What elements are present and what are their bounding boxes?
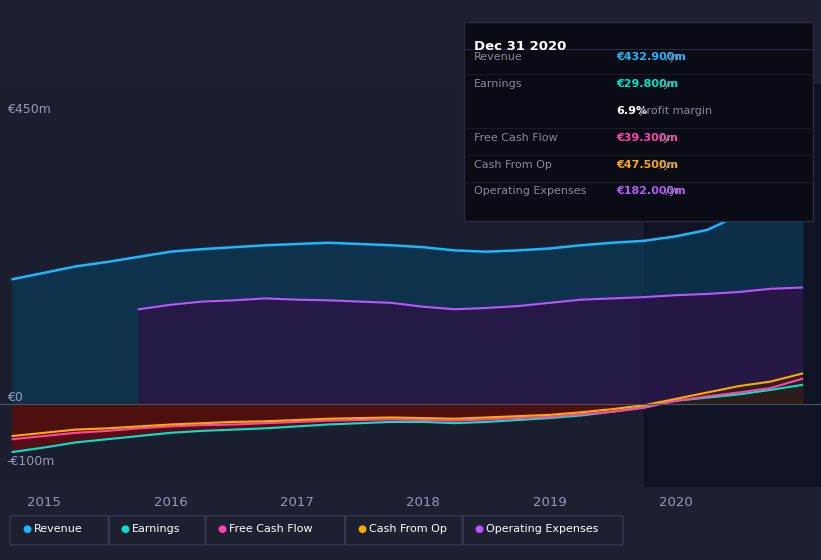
Text: Operating Expenses: Operating Expenses [486, 524, 599, 534]
Text: Operating Expenses: Operating Expenses [474, 186, 586, 197]
Text: €39.300m: €39.300m [616, 133, 677, 143]
Text: ●: ● [475, 524, 484, 534]
Text: Cash From Op: Cash From Op [474, 160, 552, 170]
Text: /yr: /yr [662, 186, 680, 197]
Text: Free Cash Flow: Free Cash Flow [474, 133, 557, 143]
Text: /yr: /yr [662, 52, 680, 62]
Text: ●: ● [357, 524, 366, 534]
Text: Free Cash Flow: Free Cash Flow [229, 524, 313, 534]
Text: -€100m: -€100m [7, 455, 55, 468]
Text: Revenue: Revenue [474, 52, 522, 62]
Text: ●: ● [121, 524, 130, 534]
Text: profit margin: profit margin [636, 106, 713, 116]
Text: /yr: /yr [657, 79, 675, 89]
Text: €432.900m: €432.900m [616, 52, 686, 62]
Text: /yr: /yr [657, 160, 675, 170]
Text: Revenue: Revenue [34, 524, 82, 534]
Text: Earnings: Earnings [132, 524, 181, 534]
Text: 6.9%: 6.9% [616, 106, 647, 116]
Text: €29.800m: €29.800m [616, 79, 678, 89]
Text: /yr: /yr [657, 133, 675, 143]
Text: €0: €0 [7, 391, 22, 404]
Bar [644, 84, 821, 487]
Text: ●: ● [22, 524, 31, 534]
Text: €47.500m: €47.500m [616, 160, 678, 170]
Text: ●: ● [218, 524, 227, 534]
Text: Cash From Op: Cash From Op [369, 524, 447, 534]
Text: €182.000m: €182.000m [616, 186, 686, 197]
Text: €450m: €450m [7, 103, 50, 116]
Text: Earnings: Earnings [474, 79, 522, 89]
Text: Dec 31 2020: Dec 31 2020 [474, 40, 566, 53]
